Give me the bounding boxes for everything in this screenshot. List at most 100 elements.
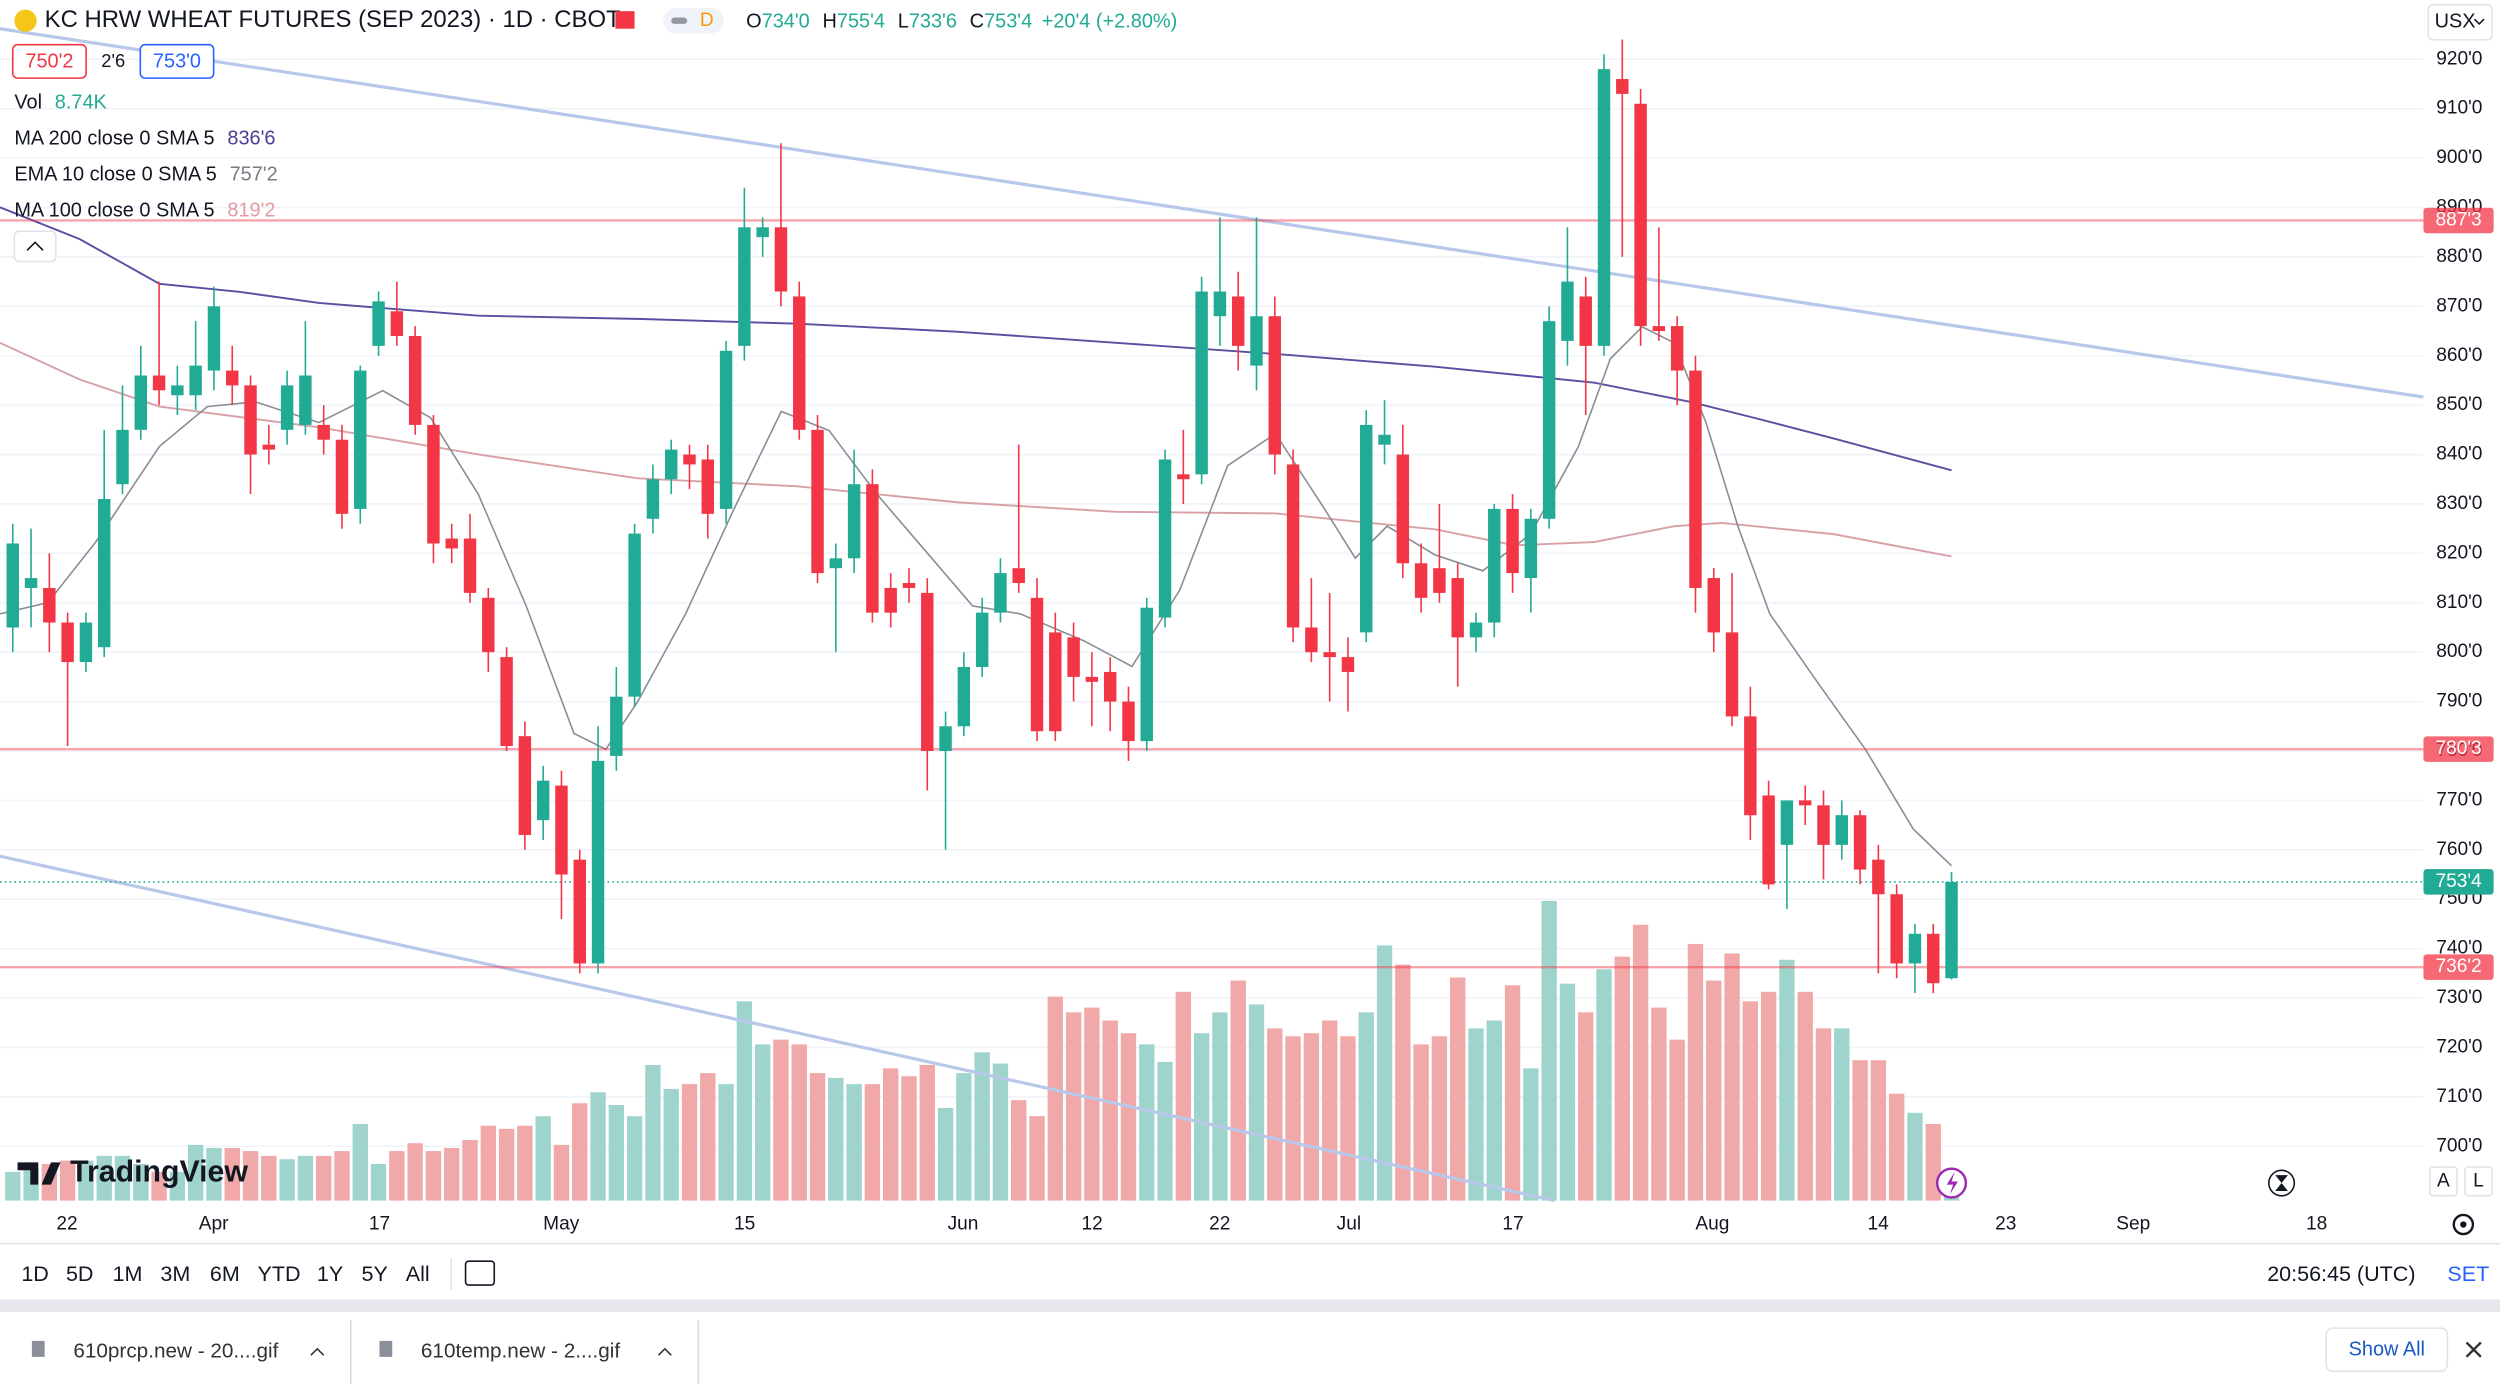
- volume-bar: [370, 1163, 387, 1201]
- volume-bar: [1157, 1061, 1173, 1201]
- download-bar: [0, 1312, 2500, 1394]
- volume-bar: [1029, 1116, 1045, 1201]
- range-btn[interactable]: 1M: [113, 1262, 143, 1286]
- candle-body: [957, 666, 971, 727]
- price-tag-label: 780'3: [2435, 738, 2481, 759]
- ask-box[interactable]: [139, 43, 215, 79]
- x-tick-label: Jun: [948, 1214, 979, 1235]
- volume-bar: [718, 1084, 734, 1201]
- clock[interactable]: 20:56:45 (UTC): [2267, 1262, 2415, 1286]
- candle-body: [226, 370, 239, 386]
- candle-body: [43, 587, 56, 623]
- volume-bar: [535, 1116, 551, 1201]
- ask[interactable]: 753'0: [153, 50, 201, 72]
- candle-body: [372, 301, 385, 346]
- range-btn[interactable]: All: [406, 1262, 430, 1286]
- legend-value: 757'2: [230, 164, 278, 186]
- volume-bar: [1139, 1044, 1155, 1201]
- candle-body: [1853, 815, 1867, 870]
- range-btn[interactable]: YTD: [257, 1262, 300, 1286]
- volume-bar: [1651, 1007, 1667, 1201]
- ohlc-readout: O734'0 H755'4 L733'6 C753'4 +20'4 (+2.80%): [746, 11, 1177, 33]
- file-menu[interactable]: [310, 1347, 325, 1356]
- volume-bar: [1907, 1112, 1923, 1201]
- volume-bar: [151, 1171, 167, 1201]
- candle-body: [1231, 296, 1245, 346]
- settings-link[interactable]: SET: [2447, 1262, 2489, 1286]
- bid-box[interactable]: [11, 43, 87, 79]
- range-btn[interactable]: 6M: [210, 1262, 240, 1286]
- volume-bar: [1578, 1012, 1594, 1201]
- spread: 2'6: [101, 50, 125, 71]
- y-tick-label: 810'0: [2436, 592, 2482, 613]
- currency[interactable]: USX: [2435, 11, 2476, 33]
- candle-body: [1597, 69, 1611, 346]
- volume-bar: [1431, 1036, 1448, 1201]
- bid[interactable]: 750'2: [25, 50, 73, 72]
- ohlc-value: 753'4: [984, 11, 1032, 33]
- currency-btn[interactable]: [2427, 3, 2493, 41]
- file-name[interactable]: 610prcp.new - 20....gif: [73, 1340, 278, 1363]
- candle-body: [1323, 652, 1336, 658]
- ohlc-key: L: [898, 11, 909, 33]
- candle-body: [1762, 795, 1775, 885]
- volume-bar: [114, 1155, 131, 1201]
- logo-text[interactable]: TradingView: [70, 1155, 248, 1188]
- volume-bar: [1120, 1033, 1137, 1201]
- candle-body: [1012, 568, 1025, 584]
- candle-body: [719, 350, 733, 509]
- volume-bar: [645, 1064, 661, 1201]
- file-name[interactable]: 610temp.new - 2....gif: [421, 1340, 620, 1363]
- candle-body: [262, 444, 276, 450]
- candle-body: [1725, 632, 1739, 717]
- show-all-btn[interactable]: [2325, 1327, 2449, 1372]
- candle-body: [1579, 296, 1592, 346]
- calendar-icon[interactable]: [464, 1260, 496, 1286]
- file-menu[interactable]: [657, 1347, 672, 1356]
- volume-bar: [261, 1155, 277, 1201]
- candle-body: [463, 538, 477, 593]
- legend-name: MA 200 close 0 SMA 5: [14, 128, 214, 150]
- volume-bar: [1834, 1028, 1850, 1201]
- candle-body: [1927, 933, 1940, 984]
- show-all[interactable]: Show All: [2349, 1339, 2425, 1361]
- scale-btn-label[interactable]: L: [2473, 1171, 2484, 1192]
- volume-bar: [663, 1088, 679, 1201]
- range-btn[interactable]: 3M: [160, 1262, 190, 1286]
- range-btn[interactable]: 1D: [21, 1262, 49, 1286]
- candle-body: [921, 592, 934, 751]
- volume-bar: [1468, 1028, 1484, 1201]
- range-btn[interactable]: 5D: [66, 1262, 94, 1286]
- x-tick-label: Sep: [2116, 1214, 2150, 1235]
- candle-body: [445, 538, 458, 549]
- candle-body: [1360, 424, 1373, 633]
- scale-btn[interactable]: [2464, 1166, 2493, 1197]
- ohlc-value: 733'6: [909, 11, 957, 33]
- timer-btn[interactable]: [2268, 1169, 2296, 1197]
- badge: D: [700, 10, 714, 31]
- settings-gear[interactable]: [2452, 1213, 2475, 1236]
- volume-bar: [1504, 985, 1521, 1201]
- divider-band: [0, 1299, 2500, 1313]
- volume-bar: [1870, 1060, 1887, 1201]
- trend-line: [0, 27, 2424, 399]
- scale-btn[interactable]: [2429, 1166, 2458, 1197]
- candle-body: [207, 306, 221, 371]
- symbol-title[interactable]: KC HRW WHEAT FUTURES (SEP 2023) · 1D · C…: [45, 6, 621, 33]
- volume-bar: [389, 1151, 405, 1201]
- legend-row: MA 200 close 0 SMA 5 836'6: [14, 128, 275, 150]
- range-btn[interactable]: 1Y: [317, 1262, 343, 1286]
- candle-body: [884, 587, 897, 613]
- scale-btn-label[interactable]: A: [2437, 1171, 2450, 1192]
- collapse-btn[interactable]: [13, 230, 57, 263]
- file-icon: [31, 1340, 45, 1357]
- volume-bar: [59, 1160, 76, 1201]
- settings-gear-center: [2460, 1221, 2467, 1228]
- flag-icon[interactable]: [615, 11, 635, 29]
- y-tick-label: 840'0: [2436, 444, 2482, 465]
- price-tag-label: 887'3: [2435, 210, 2481, 231]
- range-btn[interactable]: 5Y: [362, 1262, 388, 1286]
- candle-body: [1707, 578, 1720, 633]
- volume-layer: [5, 900, 1960, 1201]
- close-icon[interactable]: [2465, 1341, 2482, 1358]
